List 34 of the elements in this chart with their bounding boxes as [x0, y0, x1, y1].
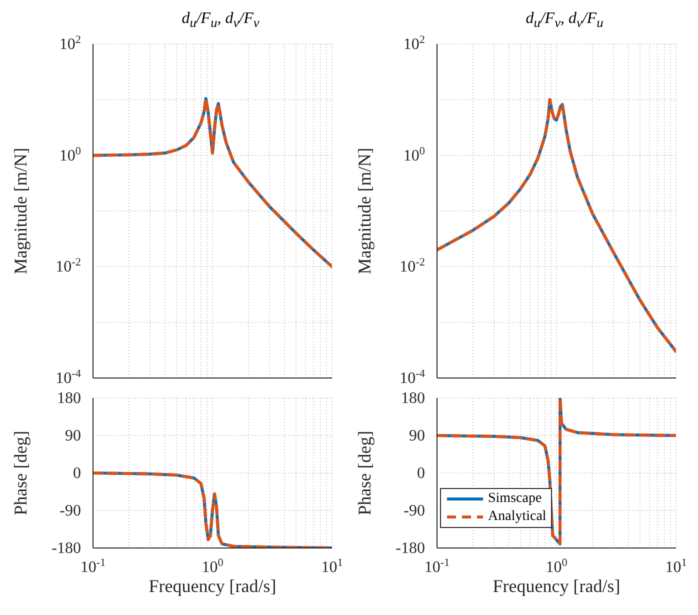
x-axis-title: Frequency [rad/s] [148, 576, 276, 596]
y-tick-label: 10$^{0}$ [403, 145, 426, 164]
y-axis-title: Magnitude [m/N] [354, 148, 374, 274]
x-tick-label: 10$^{-1}$ [80, 557, 106, 576]
y-tick-label: 10$^{-2}$ [400, 256, 425, 276]
y-tick-label: 90 [65, 428, 81, 444]
y-tick-label: 10$^{-2}$ [56, 256, 81, 276]
x-tick-label: 10$^{1}$ [665, 557, 687, 576]
y-tick-label: 10$^{2}$ [59, 34, 81, 53]
y-tick-label: -90 [404, 502, 425, 520]
y-tick-label: 10$^{-4}$ [56, 368, 82, 387]
chart-title: d$_{u}$/F$_{u}$, d$_{v}$/F$_{v}$ [180, 9, 260, 32]
chart-title: d$_{u}$/F$_{v}$, d$_{v}$/F$_{u}$ [524, 9, 604, 32]
x-tick-label: 10$^{1}$ [321, 557, 343, 576]
y-tick-label: 0 [417, 465, 425, 482]
y-tick-label: 180 [401, 390, 425, 407]
x-tick-label: 10$^{0}$ [546, 557, 568, 576]
y-axis-title: Magnitude [m/N] [10, 148, 30, 274]
y-tick-label: 10$^{0}$ [59, 145, 82, 164]
y-tick-label: 10$^{2}$ [403, 34, 425, 53]
x-tick-label: 10$^{0}$ [202, 557, 224, 576]
x-tick-label: 10$^{-1}$ [424, 557, 450, 576]
y-tick-label: 90 [409, 428, 425, 444]
y-tick-label: 10$^{-4}$ [400, 368, 426, 387]
y-axis-title: Phase [deg] [354, 430, 374, 516]
y-tick-label: 0 [73, 465, 81, 482]
legend-label: Analytical [488, 508, 546, 526]
x-axis-title: Frequency [rad/s] [492, 576, 620, 596]
y-tick-label: -180 [396, 540, 425, 557]
y-tick-label: 180 [57, 390, 81, 407]
legend-label: Simscape [488, 490, 542, 508]
y-tick-label: -90 [60, 502, 81, 520]
y-tick-label: -180 [52, 540, 81, 557]
y-axis-title: Phase [deg] [10, 430, 30, 516]
